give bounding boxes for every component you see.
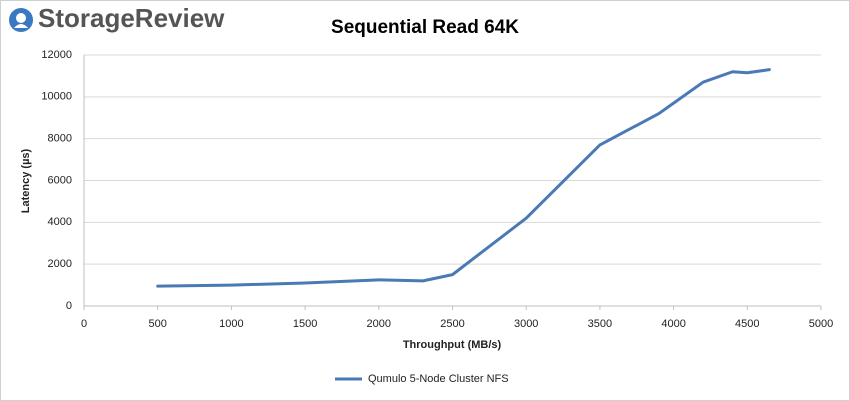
y-tick-label: 0 bbox=[66, 300, 72, 312]
chart-title: Sequential Read 64K bbox=[331, 17, 519, 38]
x-tick-label: 1000 bbox=[219, 318, 243, 330]
y-tick-label: 12000 bbox=[41, 49, 72, 61]
x-tick-label: 1500 bbox=[293, 318, 317, 330]
x-tick-label: 500 bbox=[149, 318, 167, 330]
y-tick-label: 8000 bbox=[48, 133, 72, 145]
x-tick-label: 0 bbox=[81, 318, 87, 330]
x-tick-label: 2500 bbox=[440, 318, 464, 330]
legend-label: Qumulo 5-Node Cluster NFS bbox=[368, 373, 509, 385]
x-tick-label: 3500 bbox=[588, 318, 612, 330]
y-tick-label: 6000 bbox=[48, 174, 72, 186]
x-tick-label: 4000 bbox=[661, 318, 685, 330]
y-tick-label: 4000 bbox=[48, 216, 72, 228]
line bbox=[156, 68, 771, 288]
x-tick-label: 5000 bbox=[809, 318, 833, 330]
logo: StorageReview bbox=[38, 3, 225, 33]
x-tick-label: 4500 bbox=[735, 318, 759, 330]
x-tick-label: 2000 bbox=[367, 318, 391, 330]
y-tick-label: 10000 bbox=[41, 91, 72, 103]
y-tick-label: 2000 bbox=[48, 258, 72, 270]
logo-icon bbox=[9, 8, 33, 32]
x-axis-label: Throughput (MB/s) bbox=[403, 339, 502, 351]
x-tick-label: 3000 bbox=[514, 318, 538, 330]
y-axis-label: Latency (µs) bbox=[20, 148, 32, 213]
